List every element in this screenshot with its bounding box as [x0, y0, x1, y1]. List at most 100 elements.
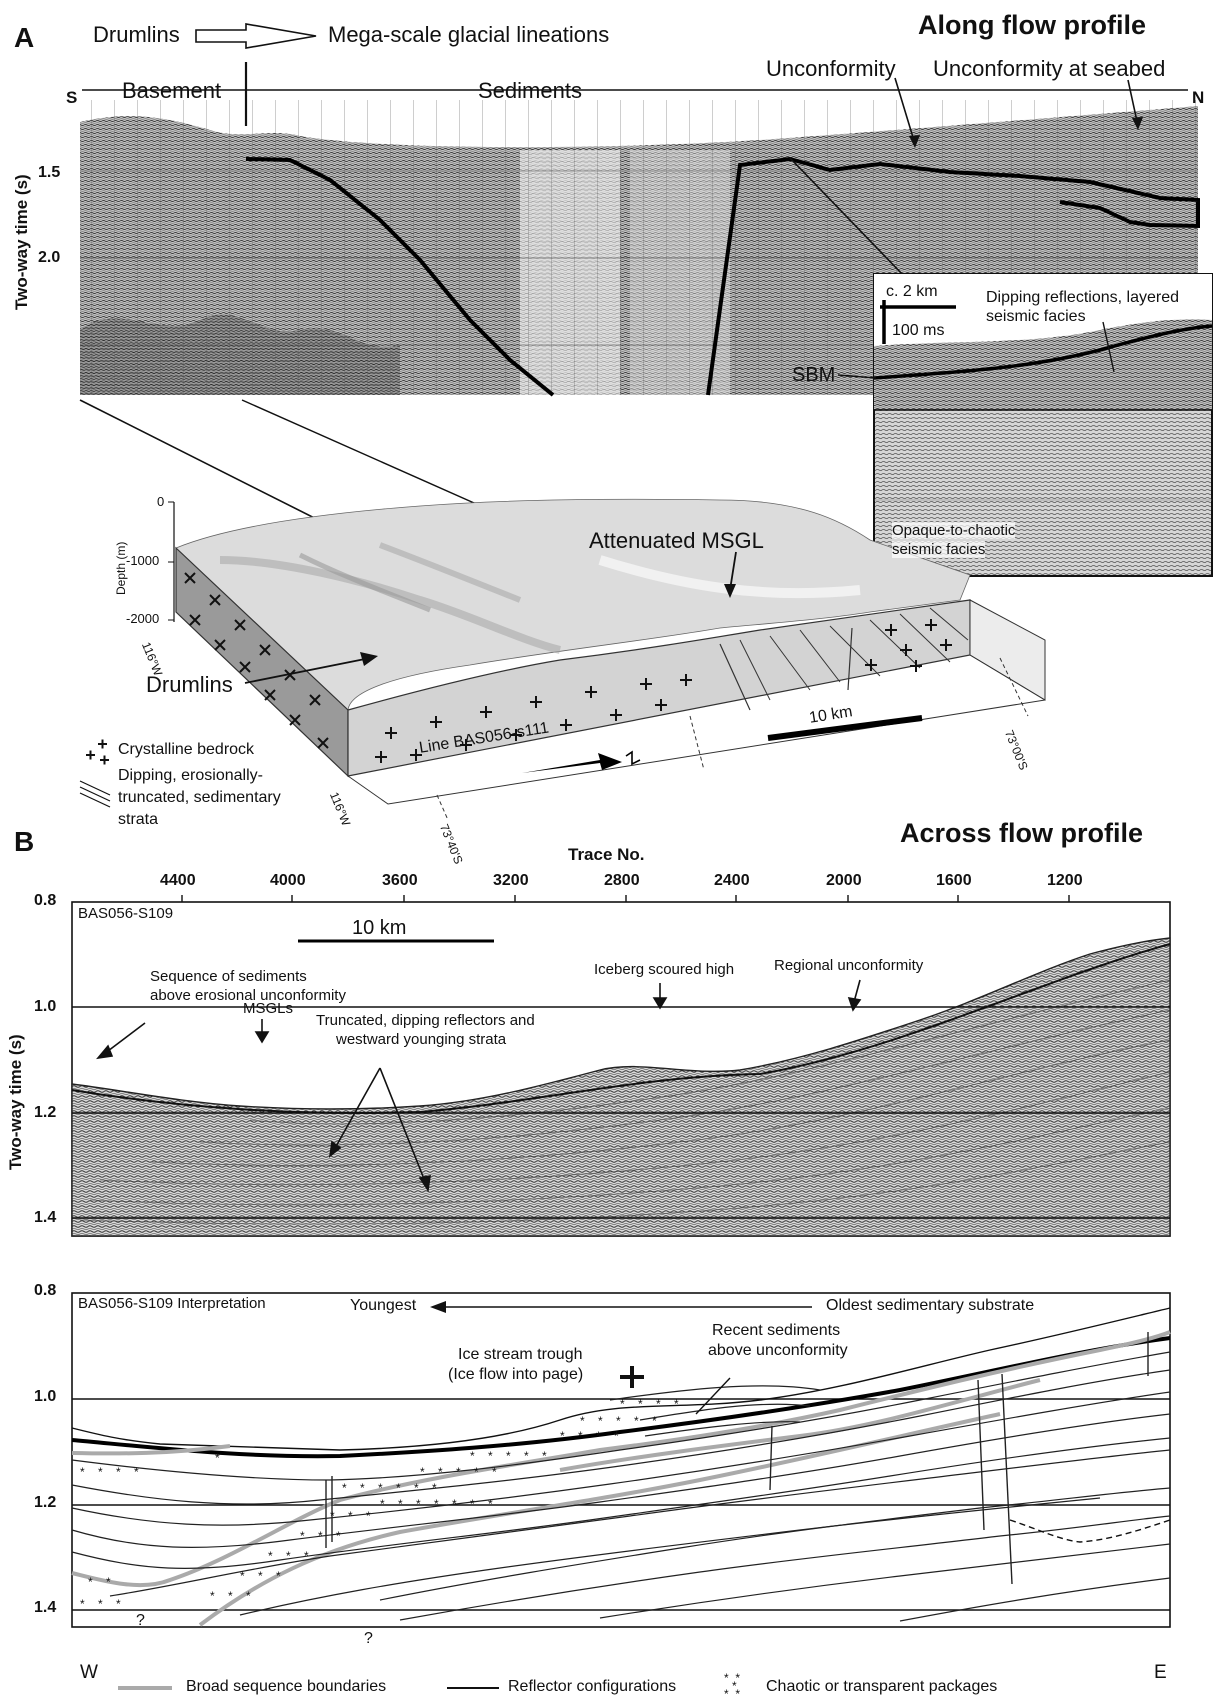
drumlins-top-label: Drumlins: [93, 22, 180, 47]
legend-star-label: Chaotic or transparent packages: [766, 1678, 998, 1695]
trace-tick: 3200: [493, 872, 529, 889]
recent-label-2: above unconformity: [708, 1342, 848, 1359]
trace-tick: 1200: [1047, 872, 1083, 889]
unconformity-reflector: [706, 156, 1200, 396]
iceberg-label: Iceberg scoured high: [594, 961, 735, 978]
across-flow-seismic-section: [71, 901, 1171, 1237]
drumlins-arrow: [195, 23, 317, 49]
trace-tick: 3600: [382, 872, 418, 889]
ytick-top: 0.8: [34, 892, 57, 909]
trace-title: Trace No.: [568, 845, 645, 864]
legend-stars: * * * * *: [724, 1671, 740, 1701]
depth-tick: -2000: [126, 611, 160, 626]
panel-a-ytick: 2.0: [38, 249, 61, 266]
inset-scale-v: 100 ms: [892, 322, 945, 339]
svg-text:* * *: * * *: [210, 1589, 251, 1603]
ytick-top: 1.2: [34, 1104, 57, 1121]
unconformity-seabed-label: Unconformity at seabed: [933, 56, 1166, 81]
inset-dipping-label-2: seismic facies: [986, 308, 1086, 325]
panel-a-graphics: [79, 23, 1213, 821]
trough-label-1: Ice stream trough: [458, 1346, 583, 1363]
sbm-label: SBM: [792, 364, 836, 386]
svg-text:* *: * *: [724, 1671, 740, 1685]
svg-text:*: *: [732, 1679, 737, 1693]
depth-tick: 0: [157, 494, 165, 509]
svg-text:* * * * * *: * * * * * * *: [380, 1497, 493, 1511]
drumlins-block-label: Drumlins: [146, 672, 233, 697]
trace-tick: 1600: [936, 872, 972, 889]
ytick-bottom: 1.4: [34, 1599, 57, 1616]
ytick-top: 1.4: [34, 1209, 57, 1226]
legend-strata-icon: [79, 780, 111, 808]
regional-unconformity-label: Regional unconformity: [774, 957, 924, 974]
west-label: W: [80, 1662, 98, 1683]
seq-label-1: Sequence of sediments: [150, 968, 307, 985]
block-diagram: [168, 498, 1046, 821]
oldest-label: Oldest sedimentary substrate: [826, 1297, 1035, 1314]
svg-text:* * *: * * *: [300, 1529, 341, 1543]
truncated-label-2: westward younging strata: [336, 1031, 507, 1048]
svg-text:* *: * *: [724, 1687, 740, 1701]
interpretation-panel: * * * * * * * * * * * * * * * * * * * * …: [71, 1292, 1171, 1628]
svg-text:* * * * *: * * * * *: [470, 1449, 547, 1463]
depth-tick: -1000: [126, 553, 160, 568]
south-label: S: [66, 88, 78, 107]
interpretation-name-label: BAS056-S109 Interpretation: [78, 1295, 266, 1312]
inset-seismic: [837, 273, 1213, 577]
svg-text:* * * * * *: * * * * * *: [342, 1481, 437, 1495]
svg-text:* * *: * * *: [268, 1549, 309, 1563]
trace-tick: 4400: [160, 872, 196, 889]
trace-tick: 2400: [714, 872, 750, 889]
question-mark: ?: [136, 1612, 145, 1629]
line-name-label: BAS056-S109: [78, 905, 174, 922]
legend-crystalline-label: Crystalline bedrock: [118, 741, 255, 758]
panel-b-graphics: * * * * * * * * * * * * * * * * * * * * …: [71, 895, 1171, 1701]
question-mark: ?: [364, 1630, 373, 1647]
legend-strata-label-2: truncated, sedimentary: [118, 789, 281, 806]
legend-black-label: Reflector configurations: [508, 1678, 677, 1695]
svg-text:* * *: * * *: [240, 1569, 281, 1583]
svg-text:* * * * *: * * * * *: [580, 1414, 657, 1428]
unconformity-label: Unconformity: [766, 56, 896, 81]
svg-text:* * * * *: * * * * *: [420, 1465, 497, 1479]
svg-text:* * * *: * * * *: [620, 1397, 679, 1411]
attenuated-msgl-label: Attenuated MSGL: [589, 528, 764, 553]
depth-axis-label: Depth (m): [114, 541, 128, 595]
inset-scale-h: c. 2 km: [886, 283, 938, 300]
panel-a-ytick: 1.5: [38, 164, 61, 181]
svg-text:* * *: * * *: [80, 1597, 121, 1611]
inset-opaque-label: Opaque-to-chaotic: [892, 522, 1016, 539]
panel-a-letter: A: [14, 22, 35, 53]
ytick-top: 1.0: [34, 998, 57, 1015]
msgl-top-label: Mega-scale glacial lineations: [328, 22, 610, 47]
truncated-label-1: Truncated, dipping reflectors and: [316, 1012, 535, 1029]
panel-b-title: Across flow profile: [900, 818, 1144, 848]
legend-strata-label-1: Dipping, erosionally-: [118, 767, 263, 784]
legend-crystalline-icon: [86, 739, 109, 765]
inset-dipping-label: Dipping reflections, layered: [986, 289, 1179, 306]
svg-text:* * * *: * * * *: [560, 1429, 619, 1443]
crystalline-crosses: [375, 619, 952, 763]
ytick-bottom: 0.8: [34, 1282, 57, 1299]
inset-opaque-label-2: seismic facies: [892, 541, 986, 558]
seq-label-2: above erosional unconformity: [150, 987, 346, 1004]
legend-grey-label: Broad sequence boundaries: [186, 1678, 387, 1695]
svg-text:* * * *: * * * *: [80, 1465, 139, 1479]
panel-b-letter: B: [14, 826, 35, 857]
panel-a-title: Along flow profile: [918, 10, 1146, 40]
legend-strata-label-3: strata: [118, 811, 159, 828]
chaotic-packages: * * * * * * * * * * * * * * * * * * * * …: [80, 1397, 679, 1611]
trough-label-2: (Ice flow into page): [448, 1366, 584, 1383]
trace-tick: 2800: [604, 872, 640, 889]
msgls-label: MSGLs: [243, 1000, 294, 1017]
b-scale-label: 10 km: [352, 917, 407, 939]
recent-label-1: Recent sediments: [712, 1322, 841, 1339]
svg-text:* * *: * * *: [330, 1509, 371, 1523]
basement-reflector: [245, 157, 555, 397]
east-label: E: [1154, 1662, 1167, 1683]
trace-tick: 2000: [826, 872, 862, 889]
ytick-bottom: 1.0: [34, 1388, 57, 1405]
svg-text:*: *: [215, 1451, 220, 1465]
trace-tick: 4000: [270, 872, 306, 889]
ytick-bottom: 1.2: [34, 1494, 57, 1511]
